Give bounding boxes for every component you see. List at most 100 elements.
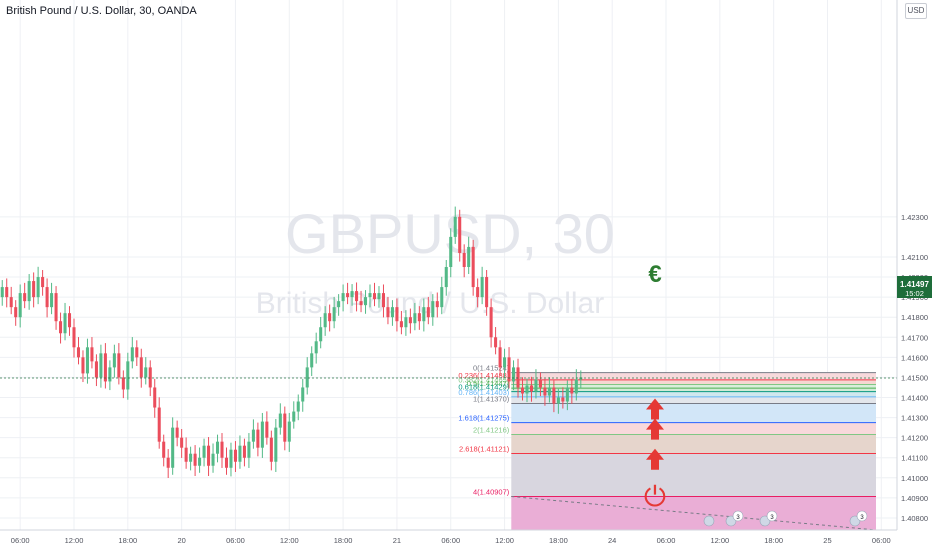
price-tick-label: 1.41000 <box>901 474 928 483</box>
candle-body <box>395 307 399 322</box>
fib-label-0.382: 0.382(1.41465) <box>458 375 509 384</box>
fib-zone-0.5 <box>511 388 876 392</box>
candle-body <box>346 293 350 298</box>
candle-body <box>144 367 148 378</box>
event-badge <box>856 510 868 522</box>
time-tick-label: 18:00 <box>334 536 353 545</box>
candle-body <box>27 281 31 302</box>
euro-icon: € <box>648 261 661 288</box>
us-flag-icon <box>703 515 715 527</box>
fib-label-1.618: 1.618(1.41275) <box>458 414 509 423</box>
candle-body <box>328 313 332 322</box>
time-tick-label: 06:00 <box>441 536 460 545</box>
price-tick-label: 1.41200 <box>901 434 928 443</box>
fib-label-2: 2(1.41216) <box>473 425 510 434</box>
candle-body <box>364 297 368 306</box>
candle-body <box>337 301 341 308</box>
candle-body <box>489 307 493 338</box>
economic-events: 3 3 3 <box>703 510 868 527</box>
candle-body <box>211 453 215 466</box>
fib-label-4: 4(1.40907) <box>473 487 510 496</box>
candle-body <box>377 293 381 300</box>
fib-zone-2.618 <box>511 453 876 497</box>
candle-body <box>404 317 408 328</box>
candle-body <box>534 379 538 392</box>
candle-body <box>76 347 81 358</box>
candle-body <box>381 293 385 308</box>
candle-body <box>5 287 9 298</box>
candle-body <box>390 307 394 318</box>
candle-body <box>520 387 525 394</box>
candle-body <box>0 287 4 298</box>
candle-body <box>126 361 130 390</box>
price-axis: 1.423001.421001.420001.419001.418001.417… <box>896 0 932 550</box>
candle-body <box>50 293 54 308</box>
candle-body <box>112 353 116 368</box>
candle-body <box>274 427 278 462</box>
fib-label-0.786: 0.786(1.41403) <box>458 388 509 397</box>
candle-body <box>413 313 417 324</box>
time-tick-label: 20 <box>177 536 185 545</box>
candle-body <box>574 379 578 394</box>
fib-zone-0.786 <box>511 396 876 404</box>
candle-body <box>561 397 565 402</box>
watermark-description: British Pound / U.S. Dollar <box>256 287 604 320</box>
time-tick-label: 18:00 <box>764 536 783 545</box>
currency-badge[interactable]: USD <box>905 3 927 19</box>
candle-body <box>296 401 300 412</box>
fib-trend-line <box>511 495 877 531</box>
candle-body <box>180 437 184 448</box>
price-tick-label: 1.41600 <box>901 353 928 362</box>
fib-label-1: 1(1.41370) <box>473 395 510 404</box>
candle-body <box>314 341 318 354</box>
price-tick-label: 1.42300 <box>901 213 928 222</box>
candle-body <box>498 347 502 368</box>
candle-body <box>90 347 94 362</box>
fib-zone-1.618 <box>511 422 876 435</box>
fib-zone-0 <box>511 372 876 380</box>
candle-body <box>85 347 89 374</box>
candle-body <box>220 441 224 458</box>
candle-body <box>310 353 314 368</box>
candle-body <box>247 441 251 458</box>
candle-body <box>32 281 36 298</box>
candle-body <box>157 407 161 442</box>
candle-body <box>166 457 170 468</box>
candle-body <box>23 293 27 302</box>
candle-body <box>341 293 345 302</box>
fib-zone-0.236 <box>511 379 876 385</box>
candle-body <box>202 445 206 458</box>
candle-body <box>355 291 359 302</box>
candle-body <box>444 267 448 288</box>
candle-body <box>14 307 18 318</box>
candle-body <box>417 313 421 322</box>
candle-body <box>494 337 498 348</box>
time-tick-label: 12:00 <box>65 536 84 545</box>
price-tick-label: 1.41400 <box>901 394 928 403</box>
arrow-up-icon <box>646 418 664 440</box>
time-tick-label: 06:00 <box>11 536 30 545</box>
price-tick-label: 1.41500 <box>901 373 928 382</box>
candle-body <box>547 387 551 396</box>
fib-label-0.236: 0.236(1.41488) <box>458 371 509 380</box>
last-price-value: 1.41497 <box>900 280 929 289</box>
candle-body <box>332 307 336 322</box>
candle-body <box>529 385 533 392</box>
time-axis: 06:00 12:00 18:00 20 06:00 12:00 18:00 21 06:00 1… <box>0 529 932 550</box>
price-axis-bg <box>897 0 932 550</box>
candle-body <box>453 216 457 237</box>
candle-body <box>543 387 547 396</box>
symbol-watermark: GBPUSD, 30 British Pound / U.S. Dollar <box>256 202 615 320</box>
candle-body <box>130 347 134 362</box>
candle-body <box>538 379 542 388</box>
candle-body <box>256 429 260 448</box>
candle-body <box>72 327 76 348</box>
price-tick-label: 1.40800 <box>901 514 928 523</box>
candle-body <box>503 357 507 368</box>
countdown-timer: 15:02 <box>905 289 924 298</box>
price-tick-label: 1.41300 <box>901 414 928 423</box>
candle-body <box>41 277 45 288</box>
symbol-title[interactable]: British Pound / U.S. Dollar, 30, OANDA <box>6 5 197 17</box>
